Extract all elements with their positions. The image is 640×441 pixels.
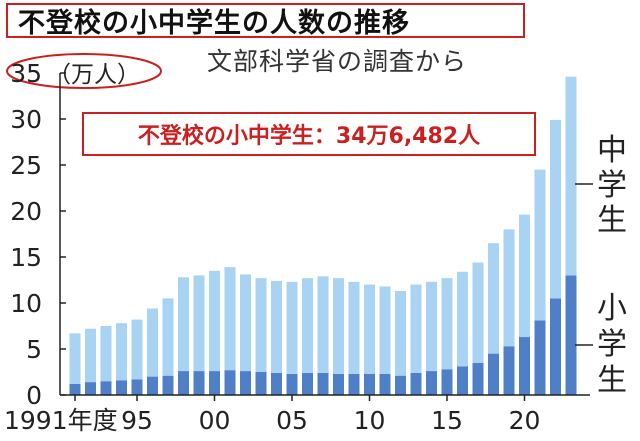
callout-box: 不登校の小中学生：34万6,482人	[82, 112, 536, 156]
bar-junior-high	[131, 319, 143, 380]
unit-ellipse	[6, 53, 162, 89]
x-tick-label: 10	[354, 406, 386, 435]
bar-elementary	[85, 382, 96, 395]
bar-elementary	[348, 373, 360, 395]
bar-elementary	[317, 372, 329, 395]
bar-junior-high	[100, 326, 112, 382]
bar-elementary	[69, 383, 81, 395]
bar-elementary	[240, 371, 251, 395]
title-box: 不登校の小中学生の人数の推移	[6, 3, 525, 39]
bar-junior-high	[472, 262, 484, 363]
y-tick-label: 15	[10, 243, 42, 272]
bar-elementary	[519, 337, 530, 395]
x-tick-label: 00	[199, 406, 231, 435]
bar-elementary	[147, 376, 158, 395]
bar-elementary	[395, 375, 406, 395]
bar-junior-high	[224, 267, 236, 371]
y-tick-label: 0	[26, 381, 42, 410]
legend-label-junior-high-char: 生	[597, 203, 627, 238]
bar-junior-high	[302, 278, 313, 373]
legend-label-junior-high-char: 学	[597, 168, 627, 203]
bar-junior-high	[441, 278, 453, 370]
bar-elementary	[162, 375, 174, 395]
bar-elementary	[271, 372, 282, 395]
bar-junior-high	[550, 119, 561, 299]
legend-label-junior-high-char: 中	[597, 133, 627, 168]
bar-elementary	[302, 372, 313, 395]
bar-junior-high	[457, 271, 468, 367]
x-tick-label: 1991年度	[4, 406, 118, 435]
bar-junior-high	[410, 284, 422, 373]
source-note: 文部科学省の調査から	[207, 47, 468, 76]
bar-junior-high	[534, 169, 546, 321]
bar-junior-high	[364, 284, 375, 374]
bar-junior-high	[116, 323, 127, 381]
bar-elementary	[550, 298, 561, 395]
bar-junior-high	[426, 281, 437, 372]
y-tick-label: 25	[10, 151, 42, 180]
x-tick-label: 15	[431, 406, 463, 435]
bar-elementary	[457, 366, 468, 395]
bar-junior-high	[147, 308, 158, 377]
bar-junior-high	[69, 333, 81, 384]
bar-junior-high	[379, 286, 391, 374]
bar-junior-high	[178, 277, 189, 372]
x-tick-label: 95	[121, 406, 153, 435]
bar-elementary	[364, 373, 375, 395]
bar-junior-high	[193, 275, 205, 372]
bar-junior-high	[333, 278, 344, 374]
bar-elementary	[224, 370, 236, 395]
chart-title: 不登校の小中学生の人数の推移	[18, 8, 410, 39]
bar-elementary	[410, 372, 422, 395]
bar-elementary	[193, 371, 205, 395]
x-tick-label: 20	[509, 406, 541, 435]
x-tick-label: 05	[276, 406, 308, 435]
bar-junior-high	[488, 243, 499, 354]
y-tick-label: 30	[10, 105, 42, 134]
bar-elementary	[100, 381, 112, 395]
bar-elementary	[441, 369, 453, 395]
bar-elementary	[178, 371, 189, 395]
bar-elementary	[209, 371, 220, 395]
y-tick-label: 5	[26, 335, 42, 364]
bar-elementary	[116, 380, 127, 395]
bar-junior-high	[348, 281, 360, 374]
bar-elementary	[426, 371, 437, 395]
bar-elementary	[488, 353, 499, 395]
y-unit-label: （万人）	[48, 62, 140, 88]
bar-junior-high	[271, 280, 282, 373]
bar-elementary	[333, 373, 344, 395]
legend-label-elementary-char: 学	[597, 327, 627, 362]
bar-elementary	[286, 373, 298, 395]
bar-junior-high	[162, 298, 174, 376]
callout-text: 不登校の小中学生：34万6,482人	[137, 124, 481, 149]
bar-junior-high	[565, 76, 577, 276]
bar-junior-high	[255, 278, 267, 372]
bar-junior-high	[286, 281, 298, 374]
y-tick-label: 10	[10, 289, 42, 318]
bar-junior-high	[85, 328, 96, 383]
bar-elementary	[131, 379, 143, 395]
y-tick-label: 35	[10, 59, 42, 88]
bar-elementary	[472, 362, 484, 395]
bar-junior-high	[395, 291, 406, 376]
bar-junior-high	[519, 214, 530, 338]
bar-elementary	[503, 346, 515, 395]
bar-junior-high	[209, 270, 220, 372]
bar-elementary	[379, 373, 391, 395]
y-tick-label: 20	[10, 197, 42, 226]
bar-junior-high	[240, 274, 251, 372]
legend-label-elementary-char: 生	[597, 363, 627, 398]
bar-elementary	[534, 320, 546, 395]
bar-elementary	[565, 275, 577, 395]
bar-junior-high	[317, 276, 329, 373]
bar-elementary	[255, 372, 267, 395]
bar-junior-high	[503, 229, 515, 347]
legend-label-elementary-char: 小	[597, 291, 627, 326]
